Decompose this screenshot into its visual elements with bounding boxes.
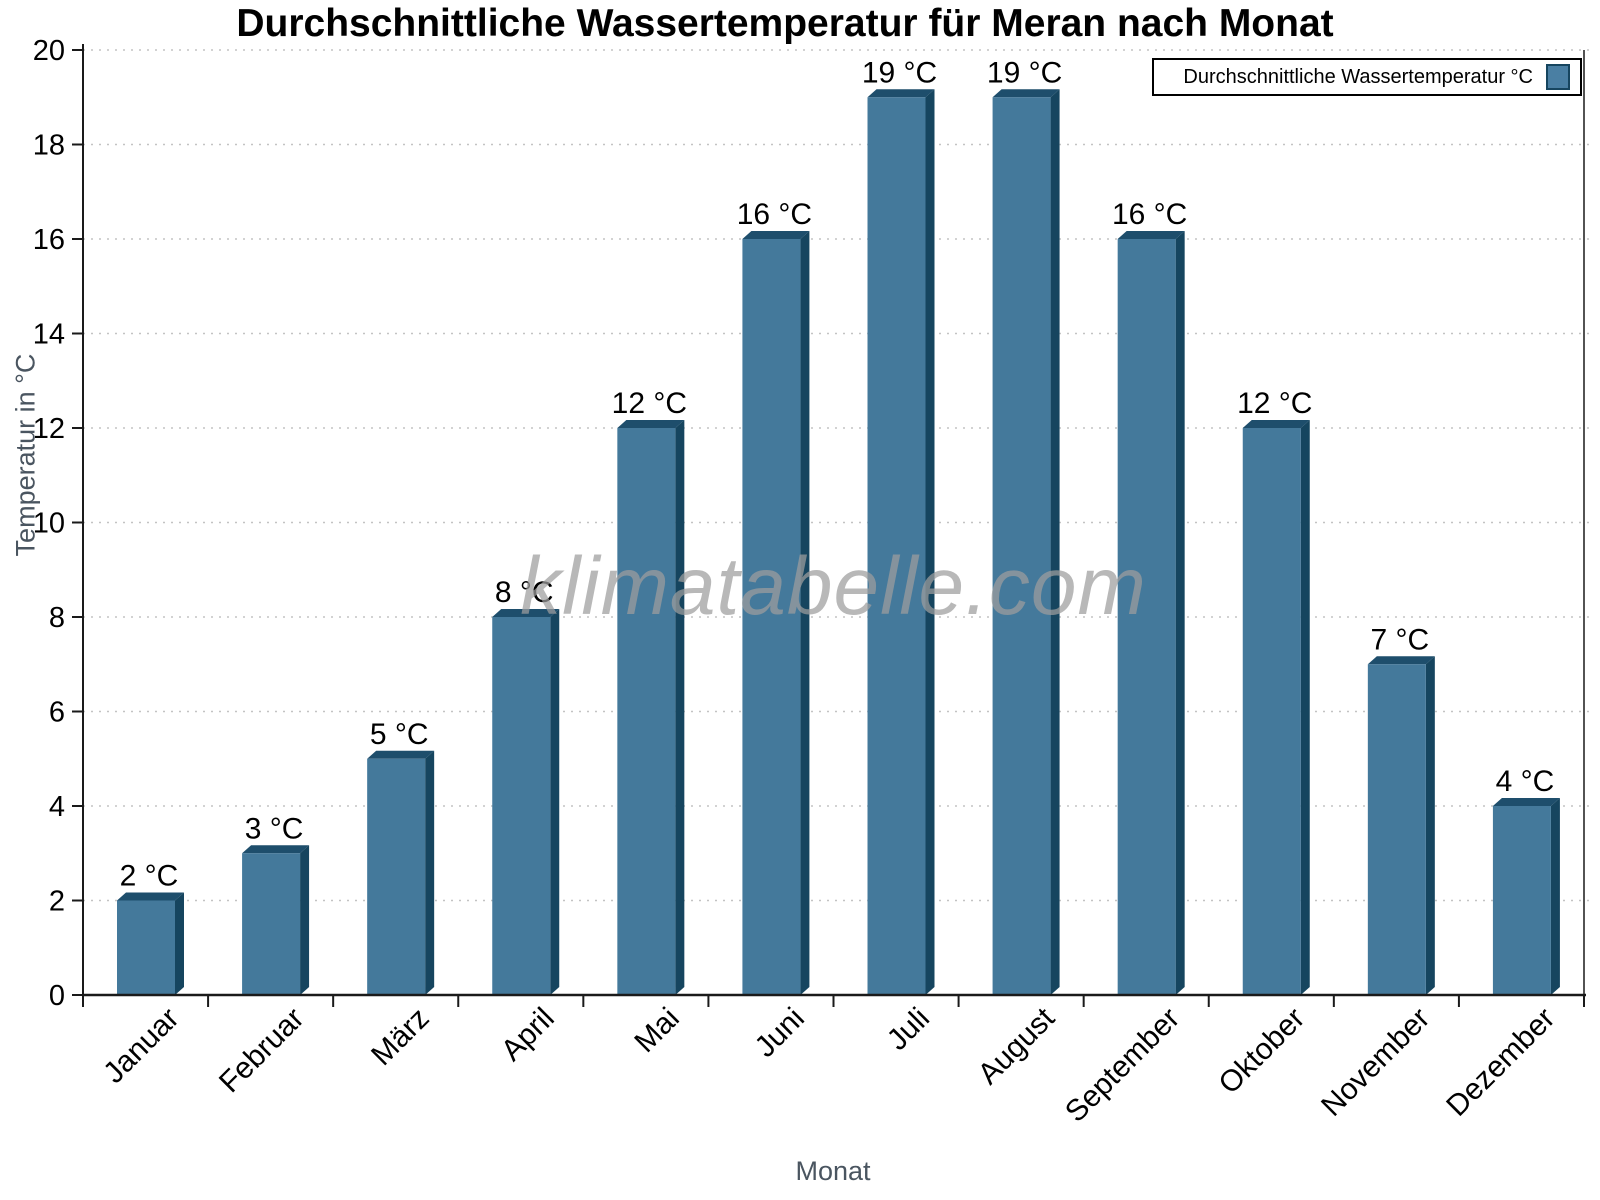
bar-november — [1367, 664, 1426, 995]
y-tick-label-10: 10 — [33, 508, 65, 540]
x-tick-label-juli: Juli — [881, 1002, 936, 1057]
bar-side-oktober — [1300, 420, 1310, 995]
value-label-september: 16 °C — [1112, 198, 1187, 231]
y-tick-label-4: 4 — [49, 791, 65, 823]
y-tick-label-20: 20 — [33, 35, 65, 67]
bar-top-juni — [742, 231, 810, 239]
bar-side-november — [1425, 656, 1435, 995]
y-tick-label-12: 12 — [33, 413, 65, 445]
bar-juni — [742, 239, 801, 995]
bar-side-juni — [800, 231, 810, 995]
x-tick-label-dezember: Dezember — [1440, 1002, 1561, 1123]
bar-side-maerz — [425, 750, 435, 995]
bar-juli — [867, 97, 926, 995]
bar-side-januar — [175, 892, 184, 995]
bar-top-april — [492, 609, 560, 617]
value-label-maerz: 5 °C — [370, 718, 429, 751]
bar-august — [992, 97, 1051, 995]
bar-top-november — [1367, 656, 1435, 665]
bar-februar — [242, 853, 301, 995]
x-axis-title: Monat — [795, 1156, 871, 1186]
bar-mai — [617, 428, 676, 995]
chart-title: Durchschnittliche Wassertemperatur für M… — [236, 2, 1334, 45]
y-tick-label-6: 6 — [49, 697, 65, 729]
value-label-februar: 3 °C — [245, 812, 304, 845]
y-axis-title: Temperatur in °C — [10, 353, 41, 557]
bar-top-august — [992, 89, 1060, 98]
y-tick-label-18: 18 — [33, 130, 65, 162]
x-tick-label-august: August — [972, 1001, 1062, 1091]
bar-april — [492, 617, 551, 995]
bar-top-januar — [117, 892, 184, 901]
value-label-oktober: 12 °C — [1237, 387, 1312, 420]
value-label-november: 7 °C — [1370, 623, 1429, 656]
bar-side-juli — [925, 89, 935, 995]
bar-dezember — [1492, 806, 1551, 995]
y-tick-label-16: 16 — [33, 224, 65, 256]
y-tick-label-2: 2 — [49, 886, 65, 918]
value-label-juni: 16 °C — [737, 198, 812, 231]
x-tick-label-maerz: März — [365, 1002, 435, 1072]
x-tick-label-januar: Januar — [97, 1002, 185, 1090]
x-tick-label-april: April — [495, 1002, 561, 1068]
value-label-januar: 2 °C — [120, 860, 179, 893]
bar-oktober — [1242, 428, 1301, 995]
legend-label: Durchschnittliche Wassertemperatur °C — [1183, 65, 1533, 88]
y-tick-label-8: 8 — [49, 602, 65, 634]
y-tick-label-0: 0 — [49, 980, 65, 1012]
x-tick-label-november: November — [1315, 1002, 1436, 1123]
bar-top-februar — [242, 845, 310, 854]
value-label-juli: 19 °C — [862, 56, 937, 89]
bar-side-august — [1050, 89, 1060, 995]
x-tick-label-oktober: Oktober — [1212, 1002, 1311, 1101]
bar-side-mai — [675, 420, 685, 995]
value-label-april: 8 °C — [495, 576, 554, 609]
bar-top-september — [1117, 231, 1185, 239]
x-tick-label-februar: Februar — [213, 1002, 311, 1100]
bar-top-mai — [617, 420, 685, 428]
legend-swatch-icon — [1546, 64, 1570, 90]
legend-box: Durchschnittliche Wassertemperatur °C — [1152, 58, 1582, 96]
bar-top-maerz — [367, 750, 435, 759]
bar-side-september — [1175, 231, 1185, 995]
bar-januar — [117, 900, 175, 995]
value-label-august: 19 °C — [987, 56, 1062, 89]
bar-side-februar — [300, 845, 310, 995]
x-tick-label-september: September — [1059, 1002, 1186, 1129]
bar-side-dezember — [1550, 798, 1560, 995]
x-tick-label-juni: Juni — [749, 1002, 811, 1064]
bar-top-dezember — [1492, 798, 1560, 806]
y-tick-label-14: 14 — [33, 319, 65, 351]
value-label-dezember: 4 °C — [1496, 765, 1555, 798]
value-label-mai: 12 °C — [612, 387, 687, 420]
bar-top-juli — [867, 89, 935, 98]
x-tick-label-mai: Mai — [628, 1002, 686, 1060]
bar-september — [1117, 239, 1176, 995]
bar-top-oktober — [1242, 420, 1310, 428]
bar-maerz — [367, 758, 426, 995]
bar-side-april — [550, 609, 560, 995]
